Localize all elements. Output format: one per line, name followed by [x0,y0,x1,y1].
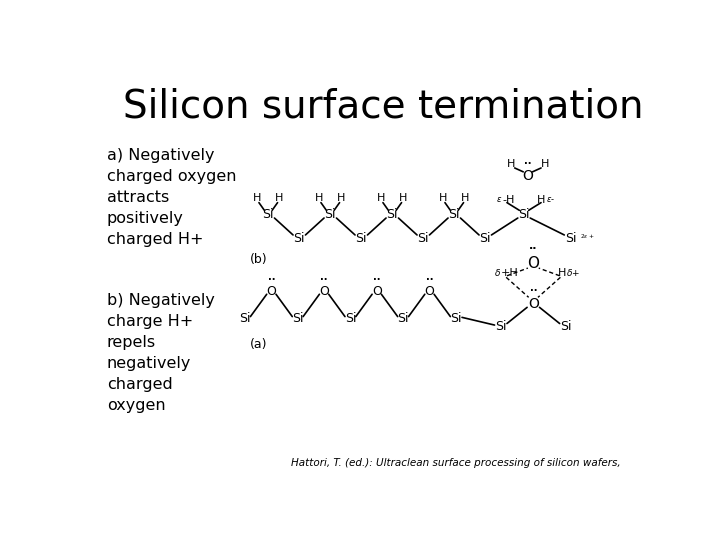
Text: $\delta$: $\delta$ [494,267,500,278]
Text: ··: ·· [373,275,380,285]
Text: Si: Si [564,232,576,245]
Text: ··: ·· [320,275,328,285]
Text: Si: Si [480,232,491,245]
Text: H: H [337,193,346,203]
Text: Si: Si [418,232,429,245]
Text: Si: Si [518,208,530,221]
Text: Si: Si [449,208,460,221]
Text: O: O [319,286,329,299]
Text: Silicon surface termination: Silicon surface termination [124,87,644,126]
Text: ··: ·· [529,286,537,296]
Text: O: O [527,256,539,271]
Text: (b): (b) [250,253,268,266]
Text: O: O [266,286,276,299]
Text: Si: Si [294,232,305,245]
Text: H: H [315,193,323,203]
Text: Si: Si [325,208,336,221]
Text: O: O [425,286,434,299]
Text: Si: Si [495,320,506,333]
Text: ··: ·· [268,275,275,285]
Text: Si: Si [356,232,367,245]
Text: H: H [537,194,546,205]
Text: Si: Si [239,313,251,326]
Text: Hattori, T. (ed.): Ultraclean surface processing of silicon wafers,: Hattori, T. (ed.): Ultraclean surface pr… [291,458,621,468]
Text: a) Negatively
charged oxygen
attracts
positively
charged H+: a) Negatively charged oxygen attracts po… [107,148,236,247]
Text: Si: Si [263,208,274,221]
Text: $^{2\varepsilon+}$: $^{2\varepsilon+}$ [580,233,594,242]
Text: H: H [377,193,386,203]
Text: H: H [253,193,261,203]
Text: (a): (a) [251,338,268,351]
Text: ··: ·· [529,244,538,254]
Text: H: H [439,193,448,203]
Text: +H: +H [500,268,518,278]
Text: Si: Si [292,313,303,326]
Text: H: H [275,193,283,203]
Text: Si: Si [450,313,462,326]
Text: b) Negatively
charge H+
repels
negatively
charged
oxygen: b) Negatively charge H+ repels negativel… [107,294,215,414]
Text: Si: Si [387,208,398,221]
Text: Si: Si [560,320,572,333]
Text: $\varepsilon$: $\varepsilon$ [496,195,503,204]
Text: O: O [523,170,534,184]
Text: -H: -H [503,194,515,205]
Text: H: H [507,159,515,169]
Text: O: O [372,286,382,299]
Text: $\delta$+: $\delta$+ [566,267,580,278]
Text: H: H [557,268,566,278]
Text: Si: Si [397,313,409,326]
Text: H: H [461,193,469,203]
Text: ··: ·· [524,159,531,168]
Text: ··: ·· [426,275,433,285]
Text: H: H [399,193,408,203]
Text: O: O [528,296,539,310]
Text: H: H [541,159,549,169]
Text: $\varepsilon$-: $\varepsilon$- [546,195,555,204]
Text: Si: Si [345,313,356,326]
